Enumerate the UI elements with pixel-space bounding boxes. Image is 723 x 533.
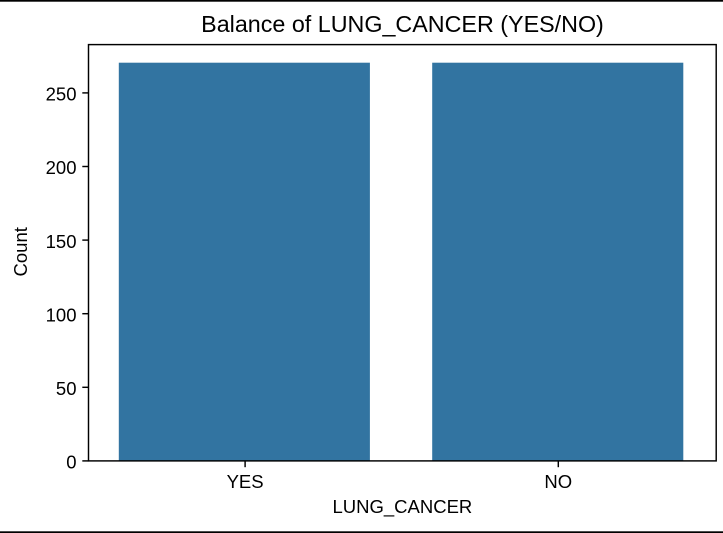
svg-text:200: 200 (46, 157, 77, 178)
svg-text:250: 250 (46, 84, 77, 105)
svg-text:100: 100 (46, 304, 77, 325)
svg-text:LUNG_CANCER: LUNG_CANCER (332, 496, 472, 518)
svg-text:Count: Count (10, 227, 31, 276)
svg-text:YES: YES (227, 471, 264, 492)
svg-text:50: 50 (56, 378, 77, 399)
svg-text:150: 150 (46, 231, 77, 252)
svg-text:NO: NO (544, 471, 572, 492)
svg-text:0: 0 (66, 452, 76, 473)
svg-text:Balance of LUNG_CANCER (YES/NO: Balance of LUNG_CANCER (YES/NO) (201, 11, 604, 37)
